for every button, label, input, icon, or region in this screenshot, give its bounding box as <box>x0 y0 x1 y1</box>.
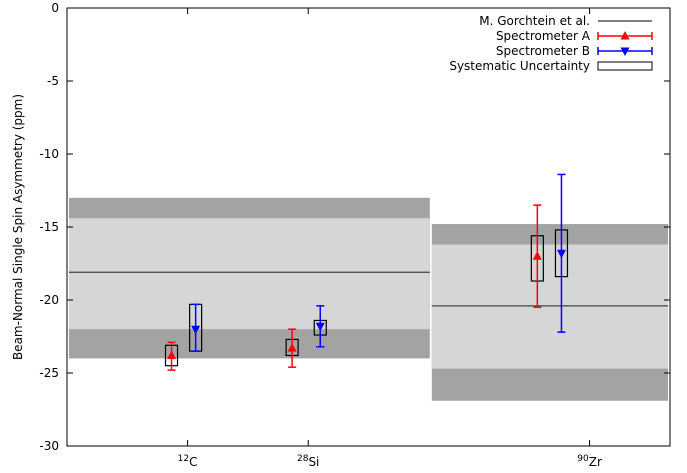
x-tick-label: 28Si <box>297 454 319 469</box>
data-points <box>164 173 569 371</box>
y-tick-label: -25 <box>39 366 59 380</box>
y-axis: 0 -5 -10 -15 -20 -25 -30 <box>39 1 670 453</box>
theory-band-inner <box>69 218 430 330</box>
y-tick-label: -10 <box>39 147 59 161</box>
legend-marker <box>620 31 630 40</box>
legend: M. Gorchtein et al.Spectrometer ASpectro… <box>449 14 653 73</box>
legend-box-sample <box>597 61 653 71</box>
marker-triangle-up <box>532 251 542 260</box>
marker-triangle-down <box>556 249 566 259</box>
y-tick-label: -15 <box>39 220 59 234</box>
legend-label: M. Gorchtein et al. <box>479 14 590 28</box>
marker-triangle-up <box>287 343 297 352</box>
y-axis-label: Beam-Normal Single Spin Asymmetry (ppm) <box>11 94 25 360</box>
x-tick-label: 90Zr <box>577 454 602 469</box>
marker-triangle-up <box>167 350 177 359</box>
theory-bands <box>69 197 668 401</box>
marker-triangle-down <box>315 322 325 332</box>
marker-triangle-down <box>191 325 201 335</box>
x-axis: 12C 28Si 90Zr <box>178 8 602 469</box>
y-tick-label: 0 <box>51 1 59 15</box>
x-tick-label: 12C <box>178 454 198 469</box>
legend-label: Spectrometer A <box>496 29 591 43</box>
theory-band-inner <box>431 244 668 369</box>
y-tick-label: -5 <box>47 74 59 88</box>
legend-marker <box>620 47 630 56</box>
legend-label: Spectrometer B <box>496 44 590 58</box>
y-tick-label: -20 <box>39 293 59 307</box>
y-tick-label: -30 <box>39 439 59 453</box>
legend-label: Systematic Uncertainty <box>449 59 590 73</box>
